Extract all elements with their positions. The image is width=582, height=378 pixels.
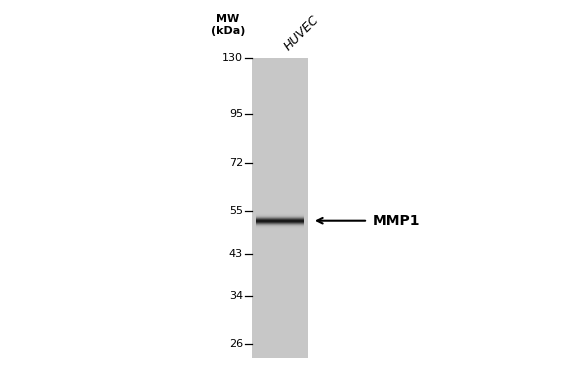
Text: HUVEC: HUVEC: [282, 13, 322, 53]
Text: 26: 26: [229, 339, 243, 349]
Text: 34: 34: [229, 291, 243, 301]
Text: 72: 72: [229, 158, 243, 168]
Text: MMP1: MMP1: [373, 214, 421, 228]
Text: 130: 130: [222, 53, 243, 63]
Text: 43: 43: [229, 249, 243, 259]
Text: 55: 55: [229, 206, 243, 216]
Text: 95: 95: [229, 109, 243, 119]
Text: MW
(kDa): MW (kDa): [211, 14, 245, 36]
Bar: [252, 58, 308, 358]
